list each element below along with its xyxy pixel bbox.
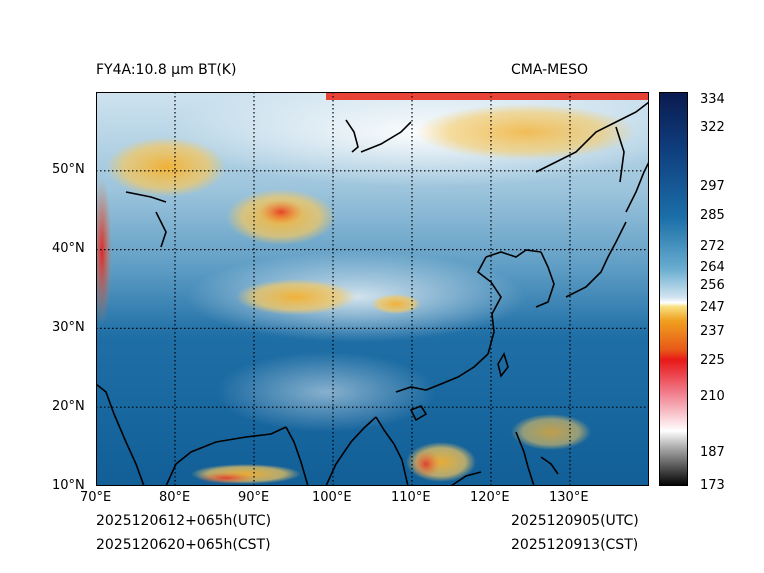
coastlines [96,101,649,486]
cold-cloud-yangtze [371,294,421,314]
very-cold-top-edge [326,92,649,100]
colorbar-tick-297: 297 [700,179,725,194]
cold-cloud-philippines [511,414,591,450]
lat-label-20n: 20°N [52,399,85,414]
colorbar-tick-247: 247 [700,300,725,315]
lat-label-30n: 30°N [52,320,85,335]
valid-time-utc: 2025120905(UTC) [511,513,639,529]
lon-label-110e: 110°E [391,490,431,505]
lat-label-40n: 40°N [52,241,85,256]
colorbar-tick-322: 322 [700,120,725,135]
colorbar-tick-237: 237 [700,324,725,339]
init-time-cst: 2025120620+065h(CST) [96,537,271,553]
map-title: FY4A:10.8 µm BT(K) [96,62,237,78]
init-time-utc: 2025120612+065h(UTC) [96,513,272,529]
satellite-map [96,92,649,486]
valid-time-cst: 2025120913(CST) [511,537,639,553]
lon-label-130e: 130°E [549,490,589,505]
very-cold-west-edge [96,177,112,327]
model-name: CMA-MESO [511,62,589,78]
colorbar-tick-256: 256 [700,278,725,293]
map-frame [96,92,649,486]
colorbar-tick-264: 264 [700,260,725,275]
lat-label-50n: 50°N [52,162,85,177]
graticule [96,92,649,486]
cold-cloud-northwest [106,137,226,197]
colorbar-gradient [659,92,688,486]
cold-cloud-west [236,279,356,315]
lon-label-70e: 70°E [80,490,112,505]
colorbar [659,92,688,486]
colorbar-tick-187: 187 [700,445,725,460]
colorbar-tick-173: 173 [700,478,725,493]
cold-cloud-northeast [416,104,636,160]
lon-label-80e: 80°E [159,490,191,505]
colorbar-tick-210: 210 [700,389,725,404]
colorbar-tick-334: 334 [700,92,725,107]
very-cold-scs [412,450,440,478]
colorbar-tick-225: 225 [700,353,725,368]
lon-label-120e: 120°E [470,490,510,505]
very-cold-mongolia [259,200,303,224]
cloud-mass-plateau [216,352,436,432]
colorbar-frame [659,92,688,486]
colorbar-tick-285: 285 [700,208,725,223]
lon-label-90e: 90°E [238,490,270,505]
colorbar-tick-272: 272 [700,239,725,254]
very-cold-bengal [196,472,256,484]
lat-label-10n: 10°N [52,478,85,493]
lon-label-100e: 100°E [312,490,352,505]
